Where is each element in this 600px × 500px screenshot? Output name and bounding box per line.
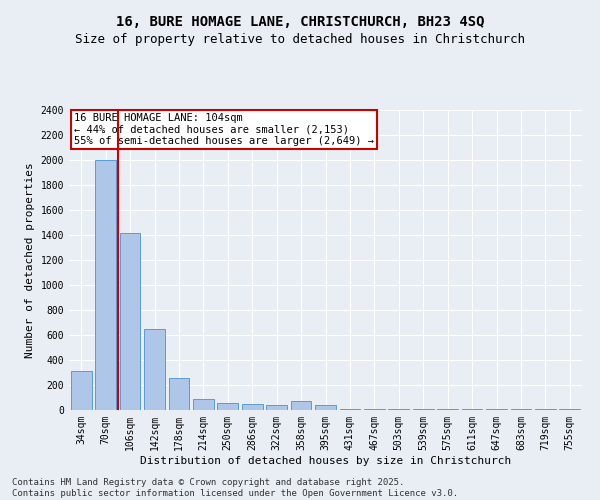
Bar: [119, 232, 140, 410]
Bar: [388, 409, 409, 410]
Y-axis label: Number of detached properties: Number of detached properties: [25, 162, 35, 358]
Bar: [290, 401, 311, 410]
Text: Size of property relative to detached houses in Christchurch: Size of property relative to detached ho…: [75, 32, 525, 46]
Bar: [266, 405, 287, 410]
Bar: [71, 371, 92, 410]
X-axis label: Distribution of detached houses by size in Christchurch: Distribution of detached houses by size …: [140, 456, 511, 466]
Bar: [95, 160, 116, 410]
Bar: [242, 404, 263, 410]
Bar: [217, 402, 238, 410]
Bar: [193, 399, 214, 410]
Bar: [315, 405, 336, 410]
Bar: [364, 409, 385, 410]
Text: Contains HM Land Registry data © Crown copyright and database right 2025.
Contai: Contains HM Land Registry data © Crown c…: [12, 478, 458, 498]
Bar: [169, 378, 190, 410]
Bar: [340, 409, 361, 410]
Text: 16, BURE HOMAGE LANE, CHRISTCHURCH, BH23 4SQ: 16, BURE HOMAGE LANE, CHRISTCHURCH, BH23…: [116, 15, 484, 29]
Bar: [144, 329, 165, 410]
Text: 16 BURE HOMAGE LANE: 104sqm
← 44% of detached houses are smaller (2,153)
55% of : 16 BURE HOMAGE LANE: 104sqm ← 44% of det…: [74, 113, 374, 146]
